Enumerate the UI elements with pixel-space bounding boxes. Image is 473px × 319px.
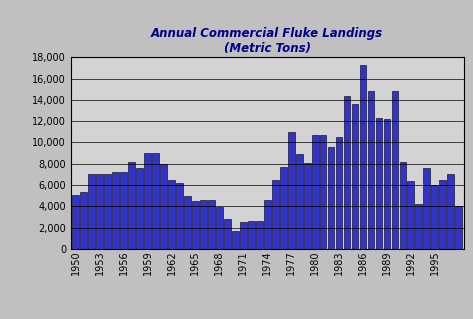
Bar: [88, 174, 95, 249]
Bar: [232, 231, 239, 249]
Bar: [184, 196, 191, 249]
Bar: [296, 154, 303, 249]
Bar: [288, 132, 295, 249]
Bar: [112, 172, 119, 249]
Bar: [423, 168, 430, 249]
Bar: [256, 221, 263, 249]
Bar: [192, 201, 199, 249]
Bar: [224, 219, 231, 249]
Bar: [128, 162, 135, 249]
Bar: [336, 137, 342, 249]
Bar: [72, 195, 79, 249]
Bar: [272, 180, 279, 249]
Bar: [144, 153, 151, 249]
Title: Annual Commercial Fluke Landings
(Metric Tons): Annual Commercial Fluke Landings (Metric…: [151, 27, 383, 55]
Bar: [152, 153, 159, 249]
Bar: [439, 180, 446, 249]
Bar: [344, 96, 350, 249]
Bar: [312, 135, 318, 249]
Bar: [431, 185, 438, 249]
Bar: [176, 183, 183, 249]
Bar: [264, 200, 271, 249]
Bar: [240, 222, 247, 249]
Bar: [320, 135, 326, 249]
Bar: [248, 221, 254, 249]
Bar: [96, 174, 103, 249]
Bar: [368, 92, 374, 249]
Bar: [136, 168, 143, 249]
Bar: [328, 147, 334, 249]
Bar: [280, 167, 287, 249]
Bar: [447, 174, 454, 249]
Bar: [216, 207, 223, 249]
Bar: [359, 65, 367, 249]
Bar: [400, 162, 406, 249]
Bar: [407, 181, 414, 249]
Bar: [200, 200, 207, 249]
Bar: [376, 118, 382, 249]
Bar: [304, 163, 311, 249]
Bar: [80, 192, 87, 249]
Bar: [351, 104, 359, 249]
Bar: [168, 180, 175, 249]
Bar: [455, 206, 462, 249]
Bar: [415, 204, 422, 249]
Bar: [160, 164, 167, 249]
Bar: [120, 172, 127, 249]
Bar: [104, 174, 111, 249]
Bar: [208, 200, 215, 249]
Bar: [392, 92, 398, 249]
Bar: [384, 119, 390, 249]
